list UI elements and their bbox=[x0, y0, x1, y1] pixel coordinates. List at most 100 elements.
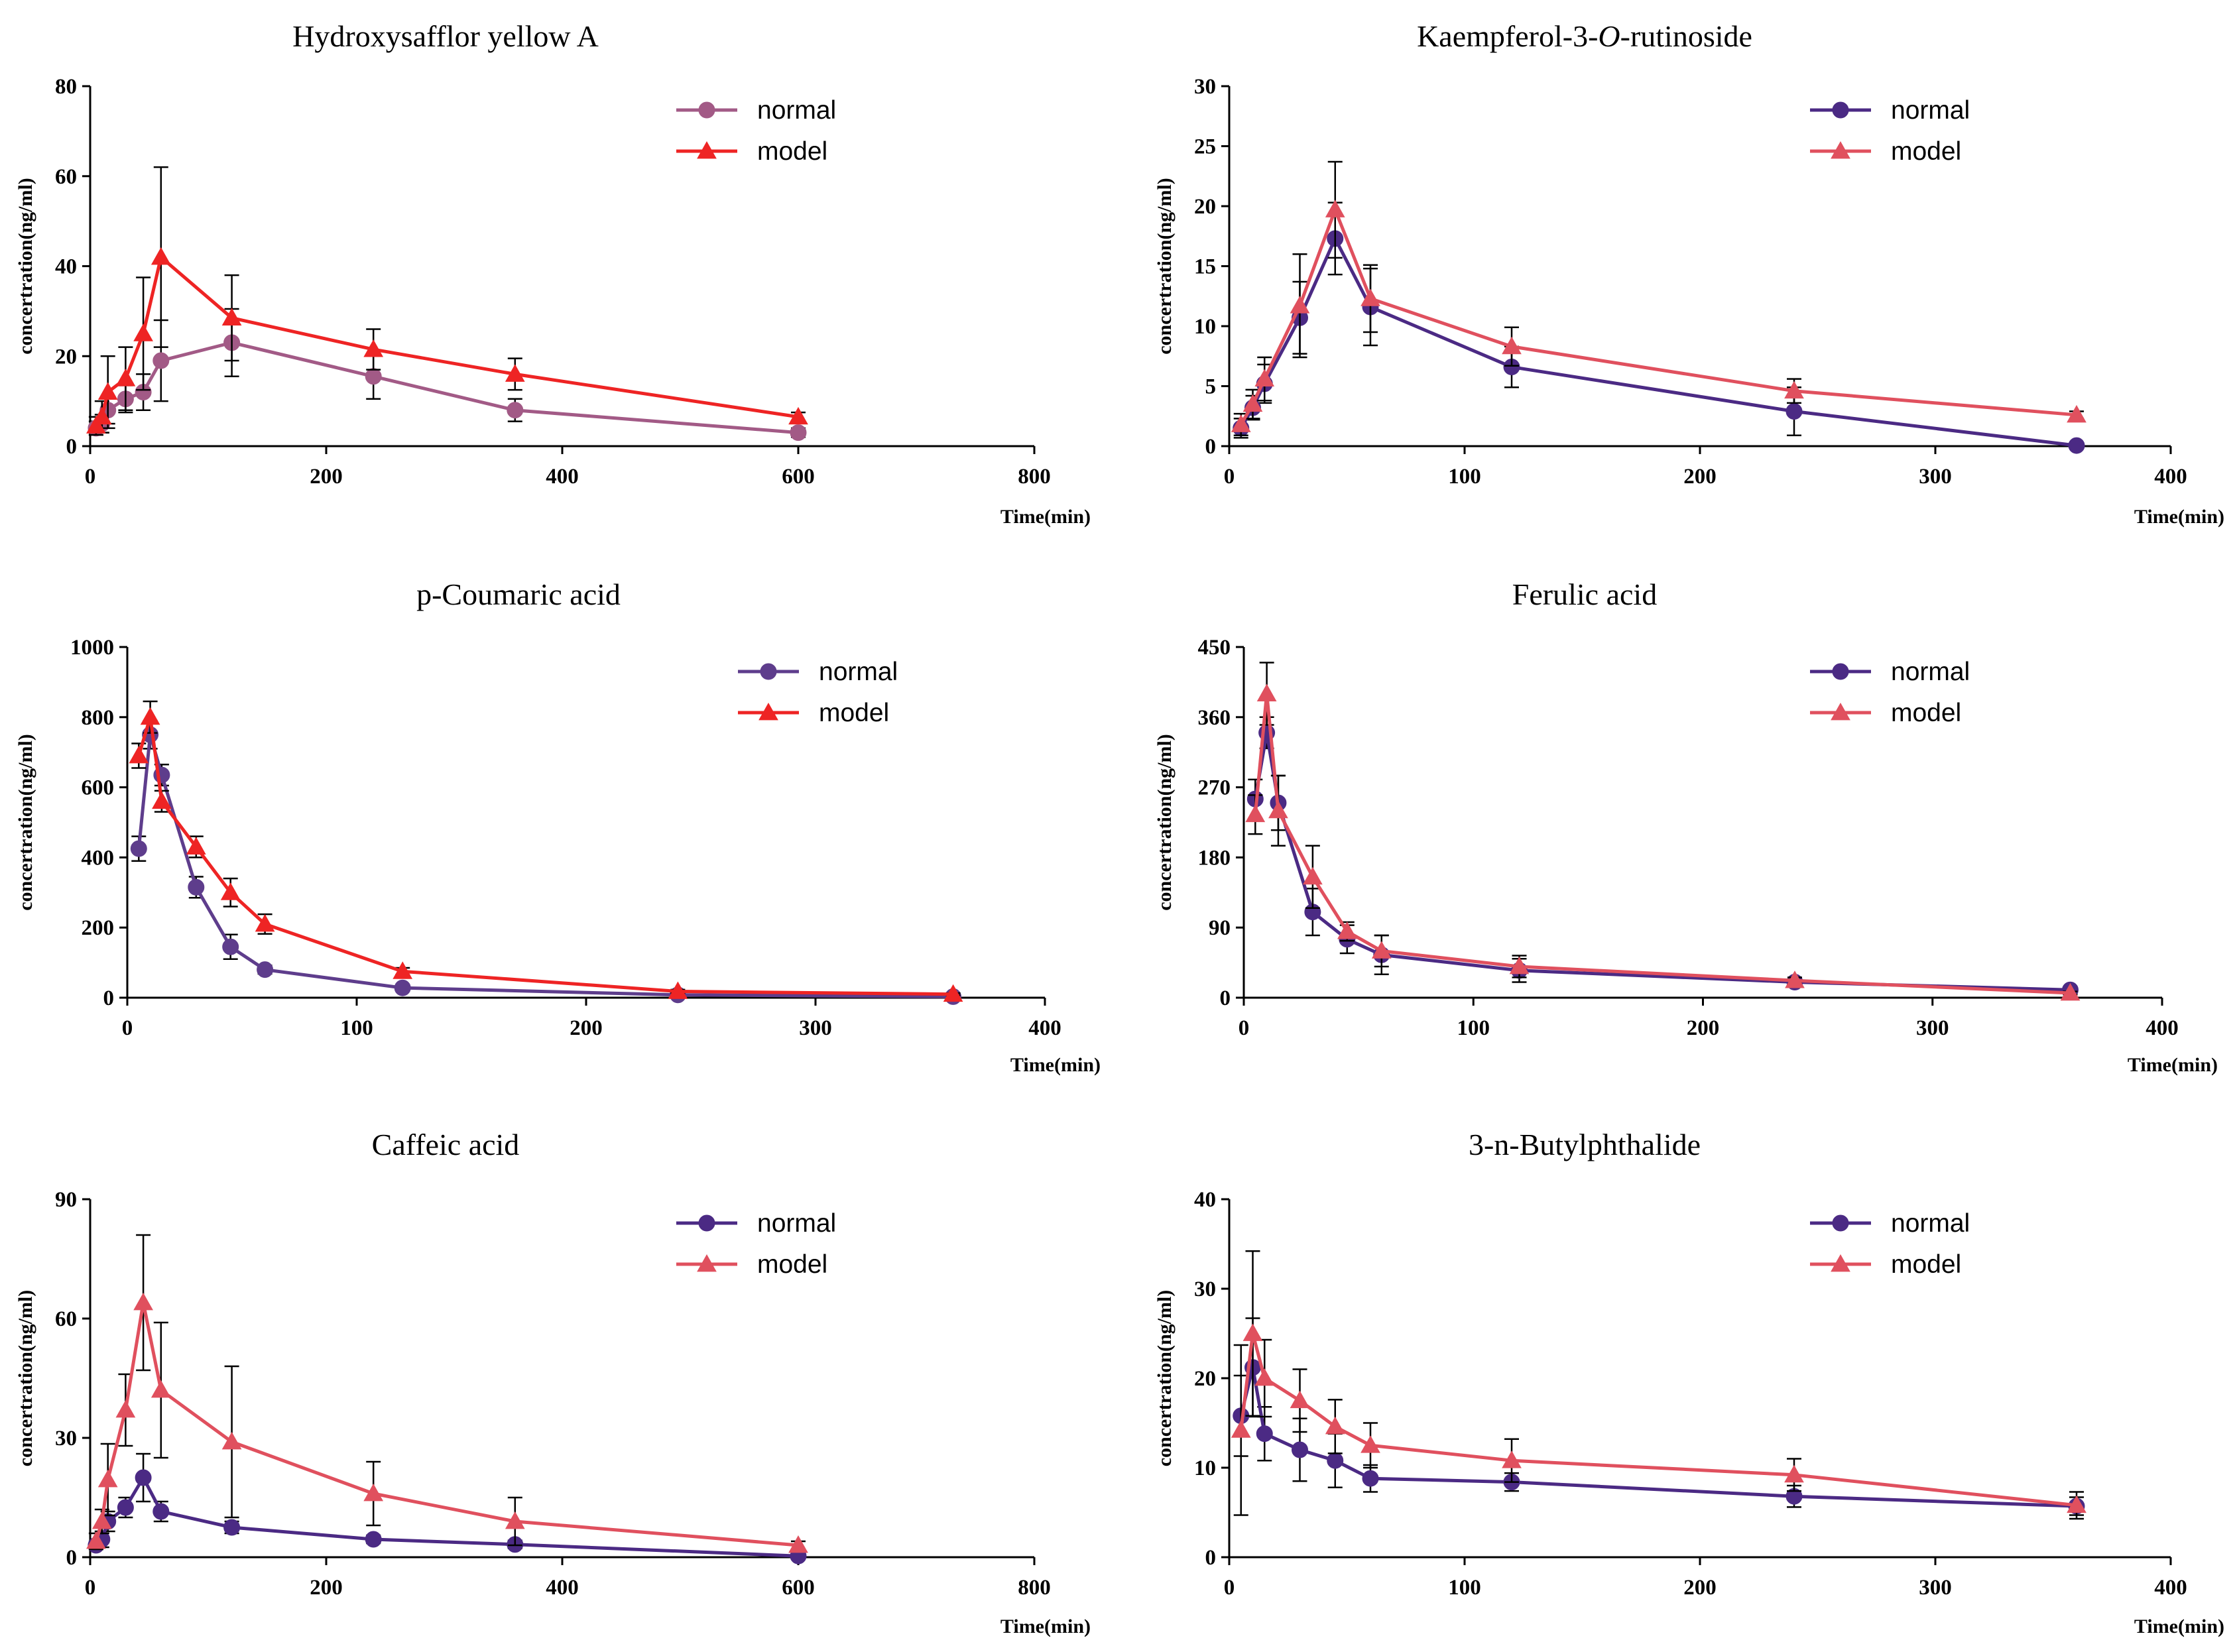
x-axis-label: Time(min) bbox=[1010, 1054, 1101, 1076]
y-tick-label: 20 bbox=[55, 345, 77, 369]
data-point-model bbox=[97, 1469, 118, 1488]
chart-panel-caffeic-acid: Caffeic acid 0 30 60 90 0 200 400 600 800 Time(min… bbox=[15, 1128, 1091, 1637]
x-axis-label: Time(min) bbox=[1000, 506, 1091, 528]
data-point-normal bbox=[365, 368, 382, 385]
y-tick-label: 270 bbox=[1198, 776, 1231, 800]
series-normal bbox=[88, 1452, 807, 1564]
legend-label-normal: normal bbox=[757, 96, 836, 125]
chart-title: 3-n-Butylphthalide bbox=[1469, 1128, 1701, 1161]
y-tick-label: 25 bbox=[1194, 135, 1216, 159]
series-model bbox=[1245, 662, 2081, 1001]
x-tick-label: 0 bbox=[1239, 1016, 1250, 1040]
series-model bbox=[86, 1234, 808, 1553]
x-tick-label: 300 bbox=[1919, 1576, 1952, 1600]
legend-label-normal: normal bbox=[1891, 96, 1970, 125]
legend-marker-normal bbox=[1832, 101, 1849, 119]
y-tick-label: 600 bbox=[82, 776, 115, 800]
data-point-model bbox=[1242, 1323, 1263, 1341]
series-normal bbox=[88, 308, 807, 442]
legend: normal model bbox=[1810, 658, 1970, 727]
legend-label-normal: normal bbox=[757, 1209, 836, 1238]
data-point-normal bbox=[365, 1531, 382, 1548]
x-tick-label: 200 bbox=[570, 1016, 603, 1040]
data-point-model bbox=[2067, 1495, 2086, 1513]
chart-title: p-Coumaric acid bbox=[416, 577, 621, 611]
x-axis-label: Time(min) bbox=[2134, 506, 2224, 528]
x-tick-label: 200 bbox=[1687, 1016, 1720, 1040]
y-tick-label: 10 bbox=[1194, 315, 1216, 339]
y-tick-label: 10 bbox=[1194, 1456, 1216, 1480]
x-tick-label: 400 bbox=[1028, 1016, 1061, 1040]
legend-marker-model bbox=[697, 1254, 717, 1272]
x-tick-label: 800 bbox=[1018, 1576, 1051, 1600]
y-tick-label: 30 bbox=[1194, 1277, 1216, 1301]
y-tick-label: 15 bbox=[1194, 255, 1216, 279]
data-point-model bbox=[133, 324, 153, 341]
data-point-model bbox=[788, 1535, 808, 1553]
data-point-model bbox=[152, 791, 172, 809]
series-line-normal bbox=[137, 733, 953, 998]
y-axis-label: concertration(ng/ml) bbox=[1154, 178, 1176, 355]
data-point-model bbox=[255, 914, 275, 932]
y-tick-label: 90 bbox=[1209, 916, 1231, 940]
data-point-model bbox=[1784, 381, 1804, 399]
legend-marker-model bbox=[1831, 702, 1850, 721]
x-tick-label: 300 bbox=[799, 1016, 832, 1040]
data-point-normal bbox=[152, 352, 170, 369]
data-point-model bbox=[129, 745, 149, 764]
series-line-normal bbox=[1239, 237, 2077, 447]
x-tick-label: 100 bbox=[1457, 1016, 1490, 1040]
data-point-model bbox=[1256, 683, 1277, 701]
y-tick-label: 5 bbox=[1205, 375, 1217, 399]
x-tick-label: 0 bbox=[85, 1576, 96, 1600]
series-normal bbox=[1233, 1317, 2085, 1516]
data-point-normal bbox=[1785, 403, 1803, 420]
y-tick-label: 20 bbox=[1194, 195, 1216, 219]
data-point-model bbox=[140, 707, 160, 725]
x-axis-label: Time(min) bbox=[2134, 1616, 2224, 1637]
series-model bbox=[86, 166, 808, 436]
data-point-normal bbox=[790, 424, 807, 442]
y-tick-label: 0 bbox=[1205, 435, 1217, 459]
data-point-model bbox=[97, 382, 118, 400]
data-point-model bbox=[505, 1511, 525, 1529]
data-point-model bbox=[363, 339, 384, 357]
legend-label-model: model bbox=[757, 137, 827, 166]
data-point-normal bbox=[117, 1499, 134, 1516]
data-point-model bbox=[788, 406, 808, 425]
data-point-normal bbox=[1292, 1441, 1308, 1458]
chart-title: Ferulic acid bbox=[1512, 577, 1657, 611]
x-tick-label: 0 bbox=[85, 465, 96, 489]
x-tick-label: 600 bbox=[782, 1576, 815, 1600]
y-tick-label: 450 bbox=[1198, 636, 1231, 660]
y-tick-label: 400 bbox=[82, 846, 115, 870]
chart-title: Hydroxysafflor yellow A bbox=[292, 19, 599, 53]
y-tick-label: 0 bbox=[1205, 1546, 1217, 1570]
chart-title-segment: 3-n-Butylphthalide bbox=[1469, 1128, 1701, 1161]
x-tick-label: 400 bbox=[2154, 1576, 2187, 1600]
y-tick-label: 360 bbox=[1198, 706, 1231, 730]
x-tick-label: 200 bbox=[310, 1576, 343, 1600]
chart-title: Caffeic acid bbox=[372, 1128, 520, 1161]
x-tick-label: 200 bbox=[310, 465, 343, 489]
y-tick-label: 0 bbox=[103, 986, 115, 1010]
x-tick-label: 300 bbox=[1916, 1016, 1949, 1040]
data-point-model bbox=[1268, 800, 1288, 819]
y-tick-label: 0 bbox=[1220, 986, 1231, 1010]
y-axis-label: concertration(ng/ml) bbox=[15, 1290, 36, 1467]
legend: normal model bbox=[676, 96, 836, 166]
data-point-normal bbox=[188, 878, 205, 896]
x-tick-label: 100 bbox=[1448, 465, 1481, 489]
legend-label-normal: normal bbox=[1891, 1209, 1970, 1238]
data-point-model bbox=[1337, 921, 1357, 939]
series-model bbox=[1231, 1250, 2086, 1520]
data-point-normal bbox=[507, 402, 524, 419]
chart-panel-ferulic-acid: Ferulic acid 0 90 180 270 360 450 0 100 200 300 400… bbox=[1154, 577, 2218, 1076]
data-point-model bbox=[943, 984, 963, 1002]
data-point-model bbox=[1254, 369, 1275, 387]
y-tick-label: 30 bbox=[1194, 75, 1216, 99]
data-point-model bbox=[1231, 1420, 1251, 1438]
series-line-model bbox=[137, 715, 953, 996]
